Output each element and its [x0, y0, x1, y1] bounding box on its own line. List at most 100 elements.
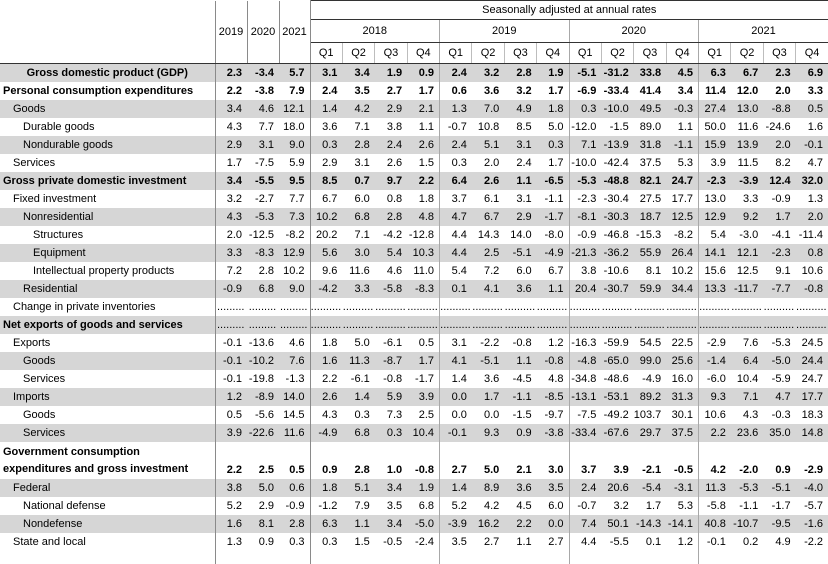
table-cell: 2.1 [407, 100, 439, 118]
table-cell: 4.5 [666, 64, 698, 83]
table-cell: 2.8 [504, 64, 536, 83]
table-cell: 32.0 [796, 172, 828, 190]
table-cell: 6.0 [504, 262, 536, 280]
table-cell: -5.9 [763, 370, 795, 388]
table-cell: 4.5 [504, 497, 536, 515]
table-cell: 20.4 [569, 280, 601, 298]
table-cell: 0.5 [796, 100, 828, 118]
row-label: Government consumption expenditures and … [0, 442, 215, 479]
table-cell: 5.2 [440, 497, 472, 515]
table-cell: -65.0 [601, 352, 633, 370]
table-cell: -5.0 [763, 352, 795, 370]
table-cell: .......... [763, 316, 795, 334]
table-cell: 1.6 [310, 352, 342, 370]
table-cell: 0.0 [537, 515, 569, 533]
row-label: Gross domestic product (GDP) [0, 64, 215, 83]
table-cell: 3.1 [310, 64, 342, 83]
table-cell: 2.9 [310, 154, 342, 172]
table-cell: -2.0 [731, 442, 763, 479]
table-cell: -3.1 [666, 479, 698, 497]
table-cell: 0.1 [440, 280, 472, 298]
table-cell: -33.4 [601, 82, 633, 100]
table-cell: .......... [407, 298, 439, 316]
table-cell: 3.6 [504, 280, 536, 298]
table-cell: 1.8 [407, 190, 439, 208]
table-cell: -1.7 [537, 208, 569, 226]
table-cell: 1.7 [407, 352, 439, 370]
table-cell: 7.3 [279, 208, 310, 226]
table-cell: 8.9 [472, 479, 504, 497]
table-cell: 3.6 [310, 118, 342, 136]
table-cell: 0.9 [310, 442, 342, 479]
table-cell: 5.9 [279, 154, 310, 172]
table-cell: 1.1 [504, 533, 536, 551]
spacer-cell [731, 551, 763, 564]
row-label: Services [0, 370, 215, 388]
table-cell: 9.1 [763, 262, 795, 280]
table-cell: .......... [763, 298, 795, 316]
table-cell: 16.2 [472, 515, 504, 533]
table-cell: -10.0 [569, 154, 601, 172]
table-cell: 10.2 [310, 208, 342, 226]
table-cell: 8.2 [763, 154, 795, 172]
table-cell: 14.8 [796, 424, 828, 442]
table-cell: 2.0 [763, 136, 795, 154]
table-cell: -0.8 [375, 370, 407, 388]
table-cell: 0.3 [310, 136, 342, 154]
table-cell: 0.3 [342, 406, 374, 424]
table-cell: 31.3 [666, 388, 698, 406]
table-cell: 9.2 [731, 208, 763, 226]
quarter-header: Q3 [763, 43, 795, 64]
table-cell: 3.1 [342, 154, 374, 172]
table-cell: 5.3 [666, 497, 698, 515]
table-cell: 3.7 [569, 442, 601, 479]
table-cell: -0.9 [569, 226, 601, 244]
row-label: National defense [0, 497, 215, 515]
table-row: Change in private inventories...........… [0, 298, 828, 316]
table-cell: -2.4 [407, 533, 439, 551]
table-cell: -6.0 [699, 370, 731, 388]
table-cell: -2.3 [699, 172, 731, 190]
table-cell: 0.3 [569, 100, 601, 118]
table-cell: -5.0 [407, 515, 439, 533]
table-cell: 3.3 [796, 82, 828, 100]
table-cell: 2.0 [763, 82, 795, 100]
spacer-cell [407, 551, 439, 564]
table-cell: 7.1 [342, 226, 374, 244]
table-cell: -30.3 [601, 208, 633, 226]
table-cell: 16.0 [666, 370, 698, 388]
quarter-header: Q2 [731, 43, 763, 64]
table-cell: 4.7 [796, 154, 828, 172]
table-cell: -10.2 [247, 352, 279, 370]
table-cell: 14.5 [279, 406, 310, 424]
table-cell: -0.3 [763, 406, 795, 424]
table-cell: 6.7 [731, 64, 763, 83]
table-cell: -4.9 [537, 244, 569, 262]
table-cell: -2.3 [763, 244, 795, 262]
table-cell: 3.3 [731, 190, 763, 208]
table-cell: -14.3 [634, 515, 666, 533]
table-cell: 12.5 [666, 208, 698, 226]
table-cell: .......... [504, 298, 536, 316]
table-cell: -4.0 [796, 479, 828, 497]
table-cell: .......... [310, 298, 342, 316]
table-cell: 3.4 [215, 172, 247, 190]
table-cell: 89.0 [634, 118, 666, 136]
seasonal-adjustment-header: Seasonally adjusted at annual rates [310, 1, 828, 20]
row-label: Change in private inventories [0, 298, 215, 316]
table-cell: -5.8 [699, 497, 731, 515]
table-cell: 3.3 [342, 280, 374, 298]
table-cell: 4.3 [215, 118, 247, 136]
table-cell: 1.7 [537, 82, 569, 100]
table-cell: 5.1 [342, 479, 374, 497]
table-cell: 2.4 [440, 136, 472, 154]
table-cell: 7.9 [279, 82, 310, 100]
table-cell: 3.1 [247, 136, 279, 154]
table-cell: 1.4 [342, 388, 374, 406]
table-cell: -4.2 [375, 226, 407, 244]
